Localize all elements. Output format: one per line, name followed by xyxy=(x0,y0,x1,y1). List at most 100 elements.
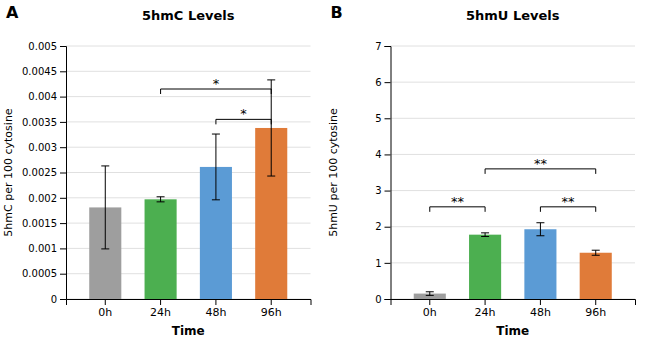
grid-line xyxy=(66,71,311,72)
y-tick-mark xyxy=(60,198,66,199)
x-tick-label: 48h xyxy=(530,306,551,319)
y-tick-mark xyxy=(60,274,66,275)
panel-label: A xyxy=(6,3,19,22)
y-tick: 0.0005 xyxy=(22,268,66,279)
significance-label: ** xyxy=(451,194,465,209)
x-tick: 96h xyxy=(261,299,282,319)
y-tick-mark xyxy=(385,191,391,192)
error-bar xyxy=(267,80,275,176)
significance-label: * xyxy=(213,76,220,91)
y-tick: 0.0045 xyxy=(22,66,66,77)
y-tick-label: 5 xyxy=(375,113,381,124)
bar xyxy=(580,253,612,299)
error-bar-path xyxy=(101,166,109,249)
figure: A5hmC Levels00.00050.0010.00150.0020.002… xyxy=(0,0,649,341)
y-tick: 0.0025 xyxy=(22,167,66,178)
error-bar xyxy=(481,233,489,237)
error-bar-path xyxy=(267,80,275,176)
y-tick-label: 0.002 xyxy=(28,193,57,204)
significance-label: * xyxy=(240,106,247,121)
error-bar-path xyxy=(157,197,165,202)
grid-line xyxy=(66,46,311,47)
y-tick-label: 0.004 xyxy=(28,91,57,102)
x-tick: 24h xyxy=(150,299,171,319)
y-tick-mark xyxy=(385,118,391,119)
error-bar xyxy=(101,166,109,249)
y-tick-mark xyxy=(385,154,391,155)
y-tick-label: 4 xyxy=(375,149,381,160)
grid-line xyxy=(391,190,636,191)
y-tick: 0.001 xyxy=(28,243,66,254)
marks xyxy=(414,223,612,299)
y-axis-title: 5hmC per 100 cytosine xyxy=(2,108,15,236)
error-bar-path xyxy=(592,250,600,255)
chart-title: 5hmC Levels xyxy=(142,8,235,23)
y-axis: 00.00050.0010.00150.0020.00250.0030.0035… xyxy=(22,41,67,305)
x-axis-title: Time xyxy=(172,324,205,338)
y-tick: 0.004 xyxy=(28,91,66,102)
grid xyxy=(66,46,311,299)
y-tick: 0.005 xyxy=(28,41,66,52)
error-bar-path xyxy=(536,223,544,236)
significance-brackets: ** ** ** xyxy=(430,156,596,212)
x-tick-label: 24h xyxy=(150,306,171,319)
y-axis: 0 1 2 3 4 5 6 7 xyxy=(375,41,391,305)
y-tick-label: 0 xyxy=(51,294,57,305)
x-tick-mark xyxy=(429,299,430,305)
y-tick-mark xyxy=(60,46,66,47)
y-tick-label: 3 xyxy=(375,185,381,196)
error-bar xyxy=(212,134,220,200)
chart-title: 5hmU Levels xyxy=(466,8,560,23)
bar xyxy=(145,199,177,299)
significance-label: ** xyxy=(534,156,548,171)
x-tick-mark xyxy=(271,299,272,305)
y-tick: 7 xyxy=(375,41,390,52)
panel: A5hmC Levels00.00050.0010.00150.0020.002… xyxy=(2,3,311,338)
plot-area: 5hmU Levels012345670h24h48h96hTime5hmU p… xyxy=(327,8,636,338)
y-tick: 0 xyxy=(51,294,66,305)
y-tick-label: 2 xyxy=(375,221,381,232)
y-tick: 4 xyxy=(375,149,390,160)
y-tick: 2 xyxy=(375,221,390,232)
x-tick: 48h xyxy=(205,299,226,319)
y-tick-label: 7 xyxy=(375,41,381,52)
error-bar xyxy=(157,197,165,202)
y-tick-mark xyxy=(60,173,66,174)
y-tick-mark xyxy=(60,122,66,123)
x-tick-mark xyxy=(540,299,541,305)
x-tick: 24h xyxy=(475,299,496,319)
y-tick-mark xyxy=(385,227,391,228)
y-tick-label: 0.0035 xyxy=(22,117,57,128)
x-tick: 0h xyxy=(423,299,437,319)
x-tick-label: 96h xyxy=(261,306,282,319)
x-tick-label: 0h xyxy=(423,306,437,319)
x-axis: 0h 24h 48h 96h xyxy=(391,299,636,319)
plot-area: 5hmC Levels00.00050.0010.00150.0020.0025… xyxy=(2,8,311,338)
x-tick: 48h xyxy=(530,299,551,319)
grid xyxy=(391,46,636,299)
significance-label: ** xyxy=(562,194,576,209)
y-tick: 6 xyxy=(375,77,390,88)
error-bar xyxy=(592,250,600,255)
y-tick: 0 xyxy=(375,294,390,305)
y-tick-label: 0.0005 xyxy=(22,268,57,279)
y-tick-mark xyxy=(385,46,391,47)
y-tick: 0.0035 xyxy=(22,117,66,128)
x-tick-label: 96h xyxy=(585,306,606,319)
y-tick: 3 xyxy=(375,185,390,196)
bar xyxy=(469,235,501,299)
marks xyxy=(89,80,287,299)
y-tick-mark xyxy=(60,71,66,72)
y-tick-label: 0 xyxy=(375,294,381,305)
panel-label: B xyxy=(331,3,343,22)
y-axis-line xyxy=(60,47,67,300)
y-tick-mark xyxy=(60,147,66,148)
y-tick-label: 0.003 xyxy=(28,142,57,153)
x-axis-line xyxy=(391,300,636,306)
x-tick-mark xyxy=(485,299,486,305)
grid-line xyxy=(391,154,636,155)
y-tick-label: 0.0045 xyxy=(22,66,57,77)
x-tick-mark xyxy=(105,299,106,305)
y-tick: 1 xyxy=(375,258,390,269)
panel: B5hmU Levels012345670h24h48h96hTime5hmU … xyxy=(327,3,636,338)
